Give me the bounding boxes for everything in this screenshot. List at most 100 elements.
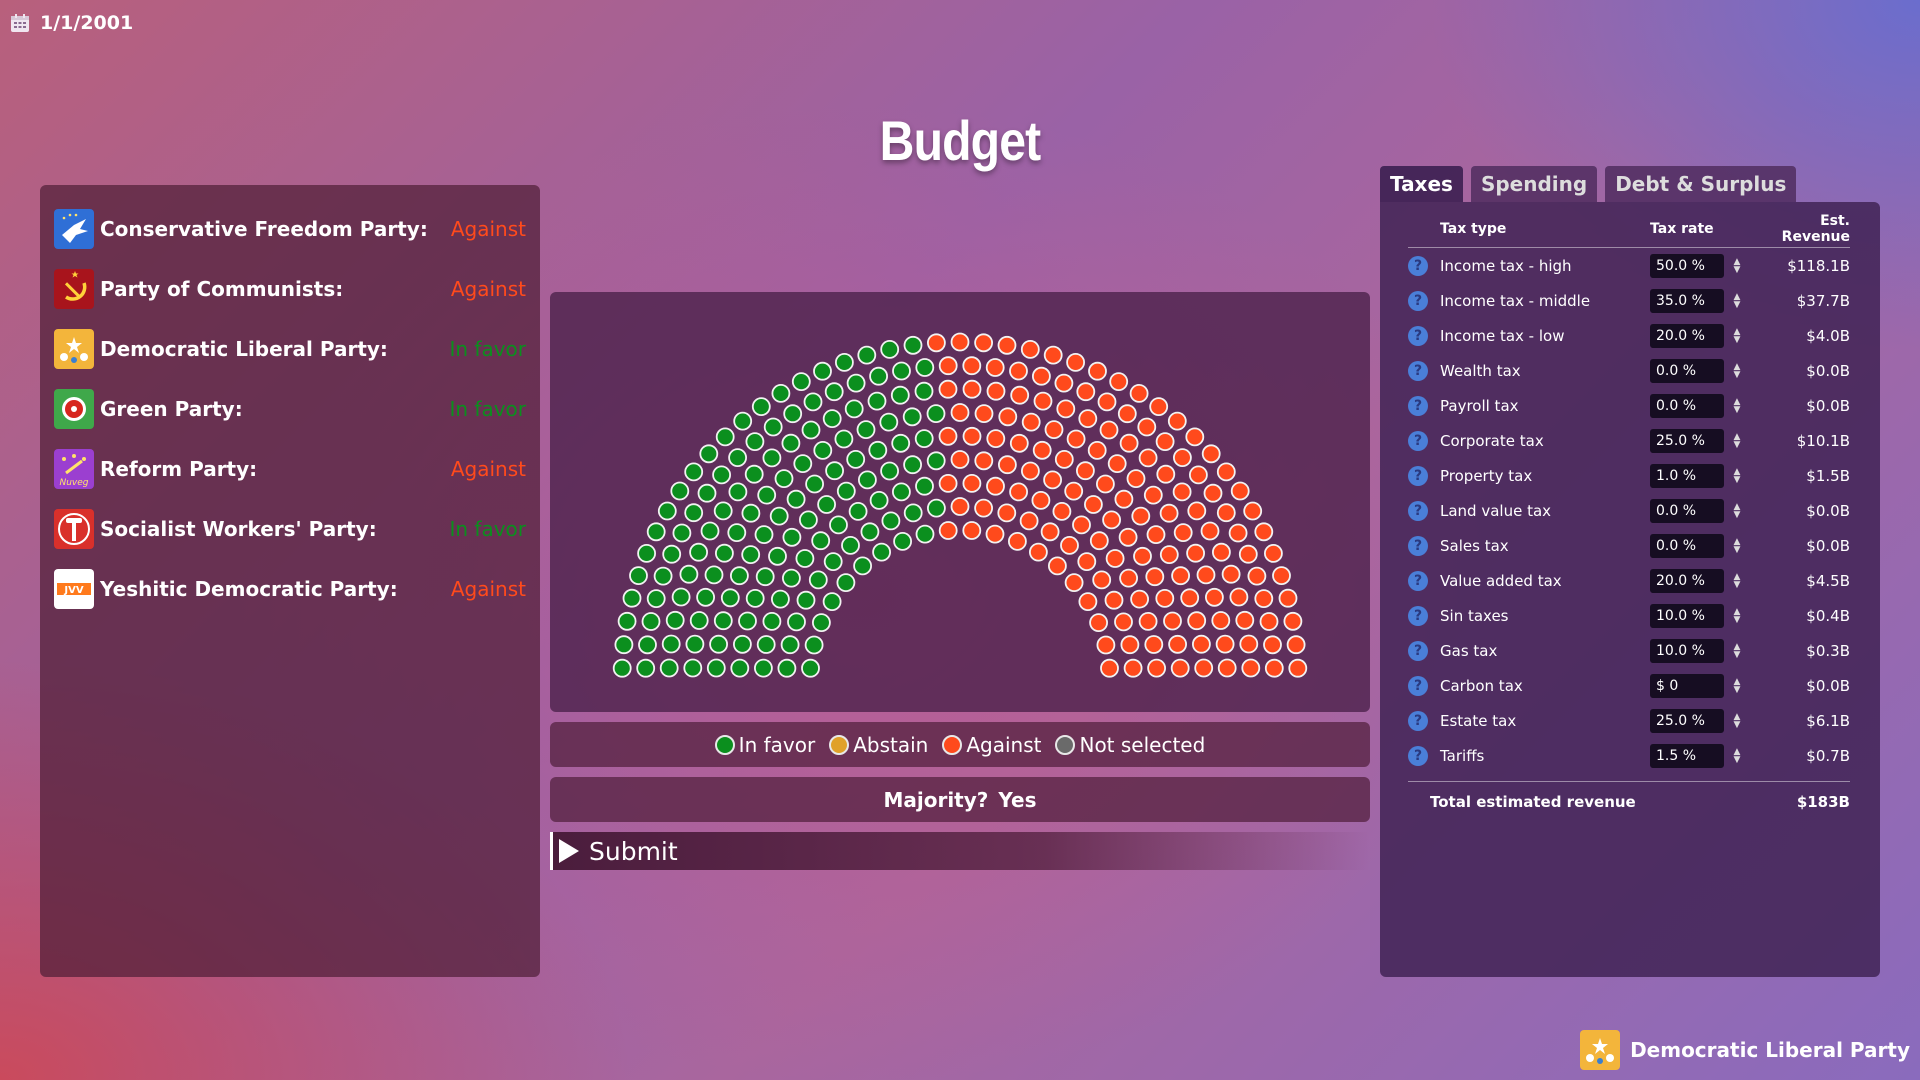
help-icon[interactable]: ?: [1408, 465, 1428, 486]
seat-against: [1194, 658, 1214, 678]
tax-rate-input[interactable]: 10.0 %: [1650, 603, 1724, 628]
party-row[interactable]: JVV Yeshitic Democratic Party: Against: [54, 559, 526, 619]
submit-button[interactable]: Submit: [550, 832, 1370, 870]
chevron-up-icon[interactable]: ▲: [1733, 711, 1741, 722]
chevron-down-icon[interactable]: ▼: [1733, 544, 1741, 555]
chevron-up-icon[interactable]: ▲: [1733, 606, 1741, 617]
help-icon[interactable]: ?: [1408, 640, 1428, 661]
party-row[interactable]: Party of Communists: Against: [54, 259, 526, 319]
tax-rate-input[interactable]: 0.0 %: [1650, 533, 1724, 558]
tax-rate-input[interactable]: 20.0 %: [1650, 568, 1724, 593]
tax-rate-input[interactable]: 20.0 %: [1650, 323, 1724, 348]
help-icon[interactable]: ?: [1408, 290, 1428, 311]
help-icon[interactable]: ?: [1408, 255, 1428, 276]
rate-stepper[interactable]: ▲ ▼: [1730, 431, 1744, 450]
seat-in-favor: [781, 433, 801, 453]
rate-stepper[interactable]: ▲ ▼: [1730, 256, 1744, 275]
tax-rate-input[interactable]: 0.0 %: [1650, 498, 1724, 523]
tax-rate-input[interactable]: 25.0 %: [1650, 708, 1724, 733]
rate-stepper[interactable]: ▲ ▼: [1730, 711, 1744, 730]
rate-stepper[interactable]: ▲ ▼: [1730, 641, 1744, 660]
chevron-up-icon[interactable]: ▲: [1733, 361, 1741, 372]
rate-stepper[interactable]: ▲ ▼: [1730, 676, 1744, 695]
seat-in-favor: [811, 613, 831, 633]
help-icon[interactable]: ?: [1408, 535, 1428, 556]
help-icon[interactable]: ?: [1408, 395, 1428, 416]
chevron-up-icon[interactable]: ▲: [1733, 536, 1741, 547]
seat-in-favor: [659, 658, 679, 678]
tab-taxes[interactable]: Taxes: [1380, 166, 1463, 202]
help-icon[interactable]: ?: [1408, 745, 1428, 766]
seat-in-favor: [857, 470, 877, 490]
help-icon[interactable]: ?: [1408, 675, 1428, 696]
help-icon[interactable]: ?: [1408, 500, 1428, 521]
party-name: Reform Party:: [100, 457, 258, 481]
tax-rate-input[interactable]: $ 0: [1650, 673, 1724, 698]
party-row[interactable]: Conservative Freedom Party: Against: [54, 199, 526, 259]
tax-rate-input[interactable]: 0.0 %: [1650, 358, 1724, 383]
rate-stepper[interactable]: ▲ ▼: [1730, 361, 1744, 380]
seat-in-favor: [684, 462, 704, 482]
rate-stepper[interactable]: ▲ ▼: [1730, 746, 1744, 765]
chevron-down-icon[interactable]: ▼: [1733, 334, 1741, 345]
rate-stepper[interactable]: ▲ ▼: [1730, 396, 1744, 415]
chevron-up-icon[interactable]: ▲: [1733, 571, 1741, 582]
help-icon[interactable]: ?: [1408, 570, 1428, 591]
help-icon[interactable]: ?: [1408, 360, 1428, 381]
seat-against: [1007, 531, 1027, 551]
chevron-down-icon[interactable]: ▼: [1733, 404, 1741, 415]
chevron-up-icon[interactable]: ▲: [1733, 641, 1741, 652]
chevron-down-icon[interactable]: ▼: [1733, 509, 1741, 520]
tab-spending[interactable]: Spending: [1470, 166, 1598, 202]
page-title: Budget: [879, 109, 1042, 172]
tax-rate-input[interactable]: 10.0 %: [1650, 638, 1724, 663]
chevron-up-icon[interactable]: ▲: [1733, 746, 1741, 757]
chevron-down-icon[interactable]: ▼: [1733, 369, 1741, 380]
chevron-up-icon[interactable]: ▲: [1733, 431, 1741, 442]
rate-stepper[interactable]: ▲ ▼: [1730, 466, 1744, 485]
rate-stepper[interactable]: ▲ ▼: [1730, 326, 1744, 345]
tax-rate-input[interactable]: 1.0 %: [1650, 463, 1724, 488]
chevron-down-icon[interactable]: ▼: [1733, 649, 1741, 660]
help-icon[interactable]: ?: [1408, 430, 1428, 451]
chevron-down-icon[interactable]: ▼: [1733, 299, 1741, 310]
chevron-up-icon[interactable]: ▲: [1733, 466, 1741, 477]
chevron-down-icon[interactable]: ▼: [1733, 754, 1741, 765]
rate-stepper[interactable]: ▲ ▼: [1730, 501, 1744, 520]
party-row[interactable]: Green Party: In favor: [54, 379, 526, 439]
chevron-up-icon[interactable]: ▲: [1733, 291, 1741, 302]
seat-against: [1187, 611, 1207, 631]
help-icon[interactable]: ?: [1408, 710, 1428, 731]
player-party[interactable]: Democratic Liberal Party: [1580, 1030, 1910, 1070]
chevron-down-icon[interactable]: ▼: [1733, 264, 1741, 275]
chevron-down-icon[interactable]: ▼: [1733, 614, 1741, 625]
chevron-up-icon[interactable]: ▲: [1733, 501, 1741, 512]
chevron-down-icon[interactable]: ▼: [1733, 684, 1741, 695]
tax-rate-input[interactable]: 1.5 %: [1650, 743, 1724, 768]
chevron-up-icon[interactable]: ▲: [1733, 676, 1741, 687]
help-icon[interactable]: ?: [1408, 605, 1428, 626]
chevron-up-icon[interactable]: ▲: [1733, 326, 1741, 337]
help-icon[interactable]: ?: [1408, 325, 1428, 346]
chevron-down-icon[interactable]: ▼: [1733, 579, 1741, 590]
tax-rate-input[interactable]: 35.0 %: [1650, 288, 1724, 313]
seat-in-favor: [804, 635, 824, 655]
tax-rate-input[interactable]: 25.0 %: [1650, 428, 1724, 453]
seat-against: [974, 333, 994, 353]
rate-stepper[interactable]: ▲ ▼: [1730, 571, 1744, 590]
chevron-up-icon[interactable]: ▲: [1733, 396, 1741, 407]
rate-stepper[interactable]: ▲ ▼: [1730, 291, 1744, 310]
tax-rate-input[interactable]: 0.0 %: [1650, 393, 1724, 418]
chevron-down-icon[interactable]: ▼: [1733, 474, 1741, 485]
tax-rate-input[interactable]: 50.0 %: [1650, 253, 1724, 278]
chevron-down-icon[interactable]: ▼: [1733, 719, 1741, 730]
rate-stepper[interactable]: ▲ ▼: [1730, 536, 1744, 555]
tab-debt-surplus[interactable]: Debt & Surplus: [1605, 166, 1797, 202]
rate-stepper[interactable]: ▲ ▼: [1730, 606, 1744, 625]
seat-in-favor: [902, 407, 922, 427]
party-row[interactable]: Nuveg Reform Party: Against: [54, 439, 526, 499]
party-row[interactable]: Socialist Workers' Party: In favor: [54, 499, 526, 559]
chevron-down-icon[interactable]: ▼: [1733, 439, 1741, 450]
party-row[interactable]: Democratic Liberal Party: In favor: [54, 319, 526, 379]
chevron-up-icon[interactable]: ▲: [1733, 256, 1741, 267]
